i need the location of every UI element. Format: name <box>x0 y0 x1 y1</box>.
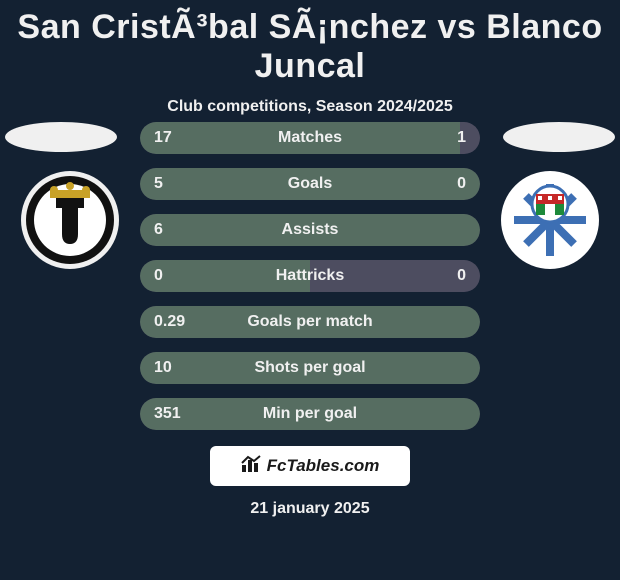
stat-value-right: 0 <box>410 267 480 285</box>
stat-value-left: 10 <box>140 359 210 377</box>
stat-bar: 5Goals0 <box>140 168 480 200</box>
stat-label: Goals per match <box>210 313 410 331</box>
stat-label: Assists <box>210 221 410 239</box>
player-label-ellipse-left <box>5 122 117 152</box>
club-crest-right <box>500 170 600 270</box>
page-subtitle: Club competitions, Season 2024/2025 <box>0 98 620 116</box>
stat-bar: 6Assists <box>140 214 480 246</box>
page-title: San CristÃ³bal SÃ¡nchez vs Blanco Juncal <box>0 0 620 86</box>
stat-bar: 17Matches1 <box>140 122 480 154</box>
fctables-logo: FcTables.com <box>210 446 410 486</box>
stat-bar: 0Hattricks0 <box>140 260 480 292</box>
stat-value-left: 6 <box>140 221 210 239</box>
stat-bar: 351Min per goal <box>140 398 480 430</box>
stat-value-left: 0.29 <box>140 313 210 331</box>
stat-label: Shots per goal <box>210 359 410 377</box>
bar-chart-icon <box>241 455 263 478</box>
stat-label: Matches <box>210 129 410 147</box>
stats-bars: 17Matches15Goals06Assists0Hattricks00.29… <box>140 122 480 444</box>
burgos-crest-icon <box>20 170 120 270</box>
club-crest-left <box>20 170 120 270</box>
footer-date: 21 january 2025 <box>0 500 620 518</box>
stat-bar: 0.29Goals per match <box>140 306 480 338</box>
stat-value-right: 0 <box>410 175 480 193</box>
racing-ferrol-crest-icon <box>500 170 600 270</box>
stat-label: Hattricks <box>210 267 410 285</box>
stat-label: Goals <box>210 175 410 193</box>
stat-value-right: 1 <box>410 129 480 147</box>
stat-label: Min per goal <box>210 405 410 423</box>
player-label-ellipse-right <box>503 122 615 152</box>
stat-value-left: 5 <box>140 175 210 193</box>
stat-bar: 10Shots per goal <box>140 352 480 384</box>
stat-value-left: 0 <box>140 267 210 285</box>
stat-value-left: 17 <box>140 129 210 147</box>
fctables-logo-text: FcTables.com <box>267 456 380 476</box>
stat-value-left: 351 <box>140 405 210 423</box>
